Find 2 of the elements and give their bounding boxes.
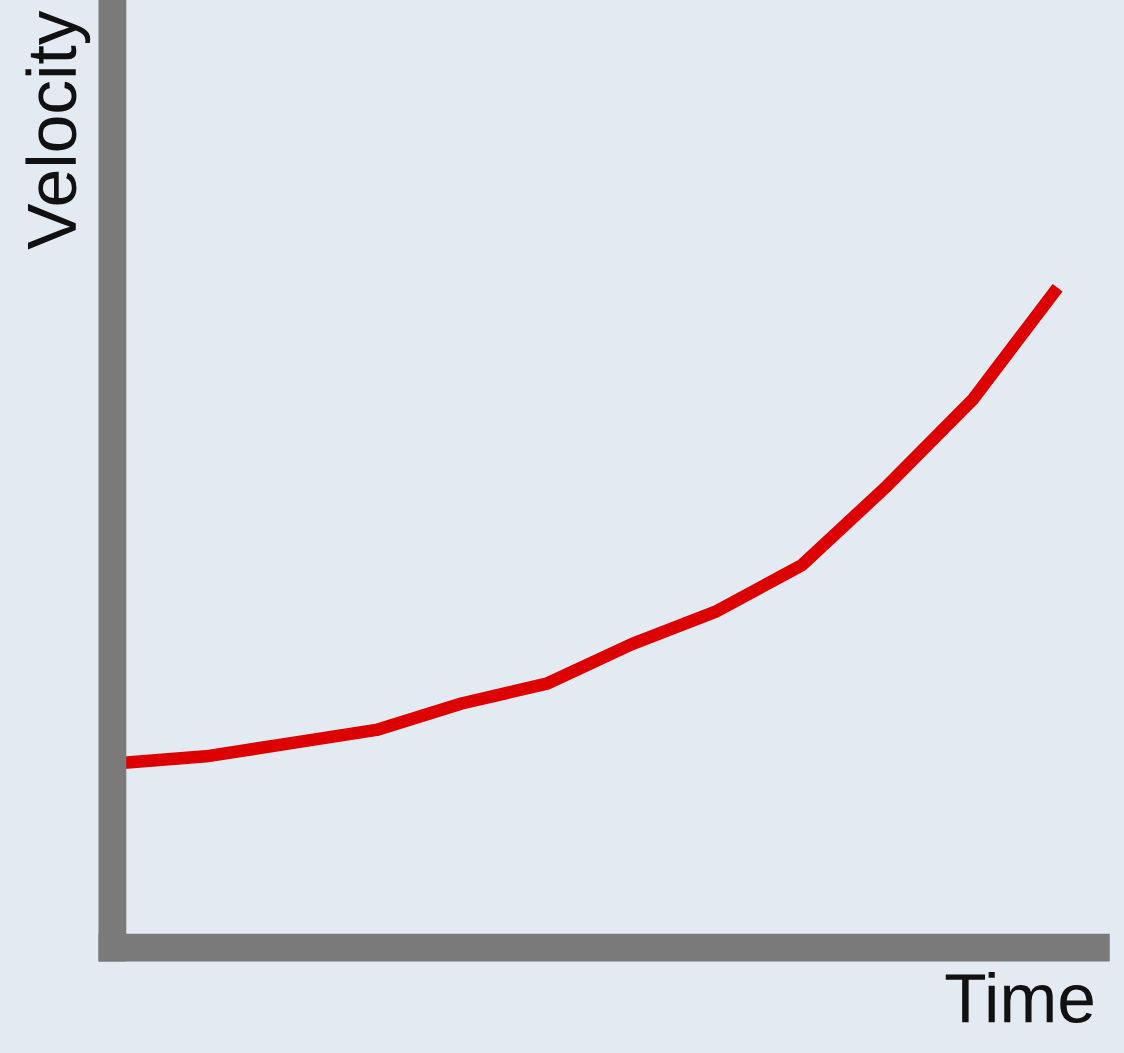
x-axis-title: Time — [945, 972, 1093, 1024]
y-axis-title: Velocity — [25, 10, 91, 250]
